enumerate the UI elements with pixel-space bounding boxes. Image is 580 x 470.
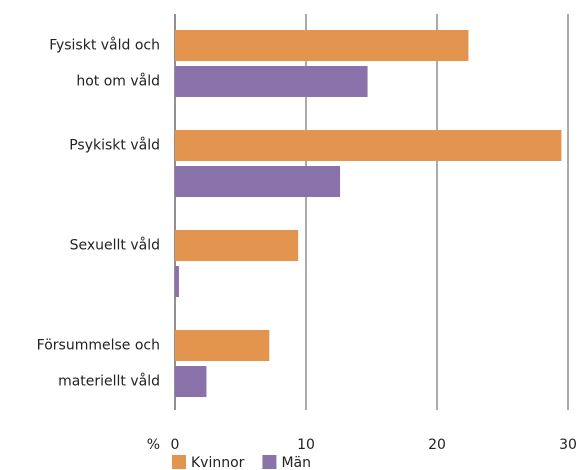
legend-swatch bbox=[172, 455, 186, 469]
x-tick-label: 30 bbox=[559, 437, 577, 453]
x-tick-label: 20 bbox=[428, 437, 446, 453]
bar bbox=[175, 330, 270, 361]
bar bbox=[175, 66, 368, 97]
bar bbox=[175, 230, 299, 261]
y-tick-label: materiellt våld bbox=[58, 373, 160, 390]
legend-label: Män bbox=[281, 455, 311, 470]
bar bbox=[175, 130, 562, 161]
bar bbox=[175, 30, 469, 61]
bar bbox=[175, 166, 341, 197]
x-tick-label: 0 bbox=[171, 437, 180, 453]
y-tick-label: Psykiskt våld bbox=[69, 137, 160, 154]
y-tick-label: Försummelse och bbox=[37, 338, 160, 354]
y-tick-label: Fysiskt våld och bbox=[49, 37, 160, 54]
bar bbox=[175, 366, 207, 397]
y-tick-label: hot om våld bbox=[76, 73, 160, 90]
legend-swatch bbox=[262, 455, 277, 469]
legend-label: Kvinnor bbox=[191, 455, 245, 470]
x-axis-label: % bbox=[147, 437, 160, 453]
x-tick-label: 10 bbox=[297, 437, 315, 453]
bar bbox=[175, 266, 179, 297]
y-tick-label: Sexuellt våld bbox=[70, 237, 160, 254]
